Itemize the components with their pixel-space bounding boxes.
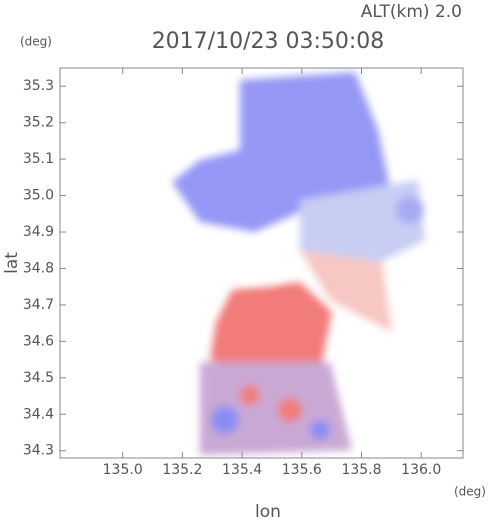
x-tick-label: 135.8 — [341, 462, 381, 478]
y-unit: (deg) — [20, 35, 52, 49]
y-tick-label: 35.0 — [23, 188, 54, 204]
chart-title: 2017/10/23 03:50:08 — [152, 29, 385, 54]
plot-frame — [59, 67, 464, 459]
y-tick-label: 34.3 — [23, 443, 54, 459]
y-axis-label: lat — [2, 252, 22, 274]
y-tick-label: 34.8 — [23, 260, 54, 276]
y-tick-label: 34.5 — [23, 370, 54, 386]
y-tick-label: 34.6 — [23, 333, 54, 349]
radar-field — [172, 72, 425, 455]
x-tick-label: 135.4 — [222, 462, 262, 478]
x-unit: (deg) — [454, 485, 486, 499]
y-tick-label: 34.4 — [23, 406, 54, 422]
y-tick-label: 34.9 — [23, 224, 54, 240]
y-tick-label: 35.1 — [23, 151, 54, 167]
x-tick-label: 135.6 — [282, 462, 322, 478]
chart-subtitle: ALT(km) 2.0 — [361, 2, 462, 22]
x-tick-label: 136.0 — [401, 462, 441, 478]
x-tick-label: 135.0 — [103, 462, 143, 478]
x-axis-label: lon — [255, 502, 281, 521]
y-tick-label: 35.2 — [23, 115, 54, 131]
x-tick-label: 135.2 — [162, 462, 202, 478]
y-tick-label: 34.7 — [23, 297, 54, 313]
y-tick-label: 35.3 — [23, 78, 54, 94]
